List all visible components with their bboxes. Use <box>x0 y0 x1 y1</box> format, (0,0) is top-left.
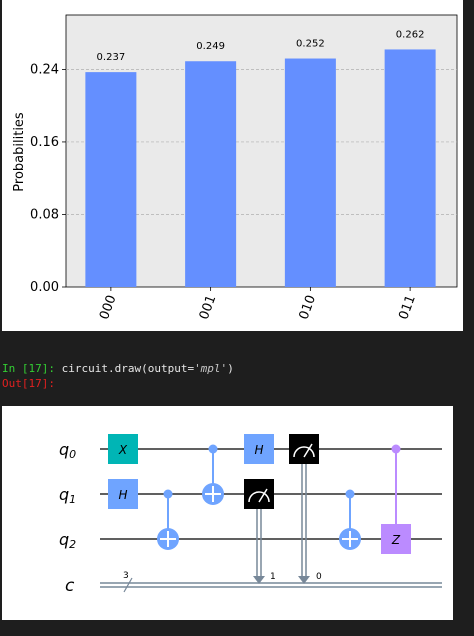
measure-gate-q0[interactable] <box>289 434 319 464</box>
bar-000 <box>85 72 137 288</box>
classical-register-label: c <box>65 576 75 596</box>
measure-q0-arrow <box>298 576 310 584</box>
measure-q1-arrow <box>253 576 265 584</box>
cz-control[interactable] <box>391 444 401 454</box>
x-gate-label: X <box>118 443 128 457</box>
y-tick-label: 0.00 <box>30 280 59 295</box>
y-axis-label: Probabilities <box>12 112 27 192</box>
x-gate[interactable] <box>108 434 138 464</box>
input-prompt: In [17]: <box>2 362 55 375</box>
cz-gate[interactable] <box>381 524 411 554</box>
code-prefix: circuit.draw(output= <box>61 362 195 375</box>
h-gate-q0[interactable] <box>244 434 274 464</box>
cnot-1-control[interactable] <box>163 489 173 499</box>
bar-value-label: 0.249 <box>196 41 225 52</box>
code-string-arg: 'mpl' <box>194 362 228 375</box>
histogram-figure: 0.00 0.08 0.16 0.24 0.237 000 0.249 001 0.252 010… <box>2 0 463 331</box>
circuit-figure: 3 q0 q1 q2 c X H H 1 <box>2 406 453 620</box>
circuit-diagram: 3 q0 q1 q2 c X H H 1 <box>59 434 442 596</box>
measure-gate-q1[interactable] <box>244 479 274 509</box>
bar-001 <box>185 61 237 287</box>
classical-bus-slash <box>123 577 133 593</box>
h-gate-q1[interactable] <box>108 479 138 509</box>
bar-value-label: 0.252 <box>296 39 325 50</box>
y-tick-label: 0.08 <box>30 207 59 222</box>
cnot-2-control[interactable] <box>208 444 218 454</box>
bar-value-label: 0.237 <box>97 52 126 63</box>
x-tick-label: 000 <box>97 293 120 321</box>
bar-011 <box>384 49 436 287</box>
histogram-chart: 0.00 0.08 0.16 0.24 0.237 000 0.249 001 0.252 010… <box>12 14 458 322</box>
y-tick-label: 0.24 <box>30 62 59 77</box>
cz-gate-label: Z <box>391 533 401 547</box>
measure-q1-needle <box>258 488 268 503</box>
code-suffix: ) <box>227 362 234 375</box>
h-gate-q0-label: H <box>254 443 263 457</box>
y-tick-label: 0.16 <box>30 135 59 150</box>
bar-value-label: 0.262 <box>396 29 425 40</box>
measure-q0-meter-icon <box>293 446 315 458</box>
x-tick-label: 001 <box>197 293 220 321</box>
measure-q1-target: 1 <box>270 572 276 582</box>
qubit-label-q0: q0 <box>59 440 76 461</box>
classical-width-label: 3 <box>123 571 129 581</box>
h-gate-q1-label: H <box>118 488 127 502</box>
bar-010 <box>284 58 336 287</box>
qubit-label-q1: q1 <box>59 485 76 506</box>
qubit-label-q2: q2 <box>59 530 76 551</box>
cell-input-line[interactable]: In [17]: circuit.draw(output='mpl') <box>2 362 234 375</box>
x-tick-label: 010 <box>297 293 320 321</box>
measure-q0-target: 0 <box>316 572 322 582</box>
measure-q1-meter-icon <box>248 491 270 503</box>
output-prompt: Out[17]: <box>2 377 55 390</box>
cnot-3-control[interactable] <box>345 489 355 499</box>
cell-output-line: Out[17]: <box>2 377 55 390</box>
x-tick-label: 011 <box>396 293 419 321</box>
measure-q0-needle <box>303 443 313 458</box>
